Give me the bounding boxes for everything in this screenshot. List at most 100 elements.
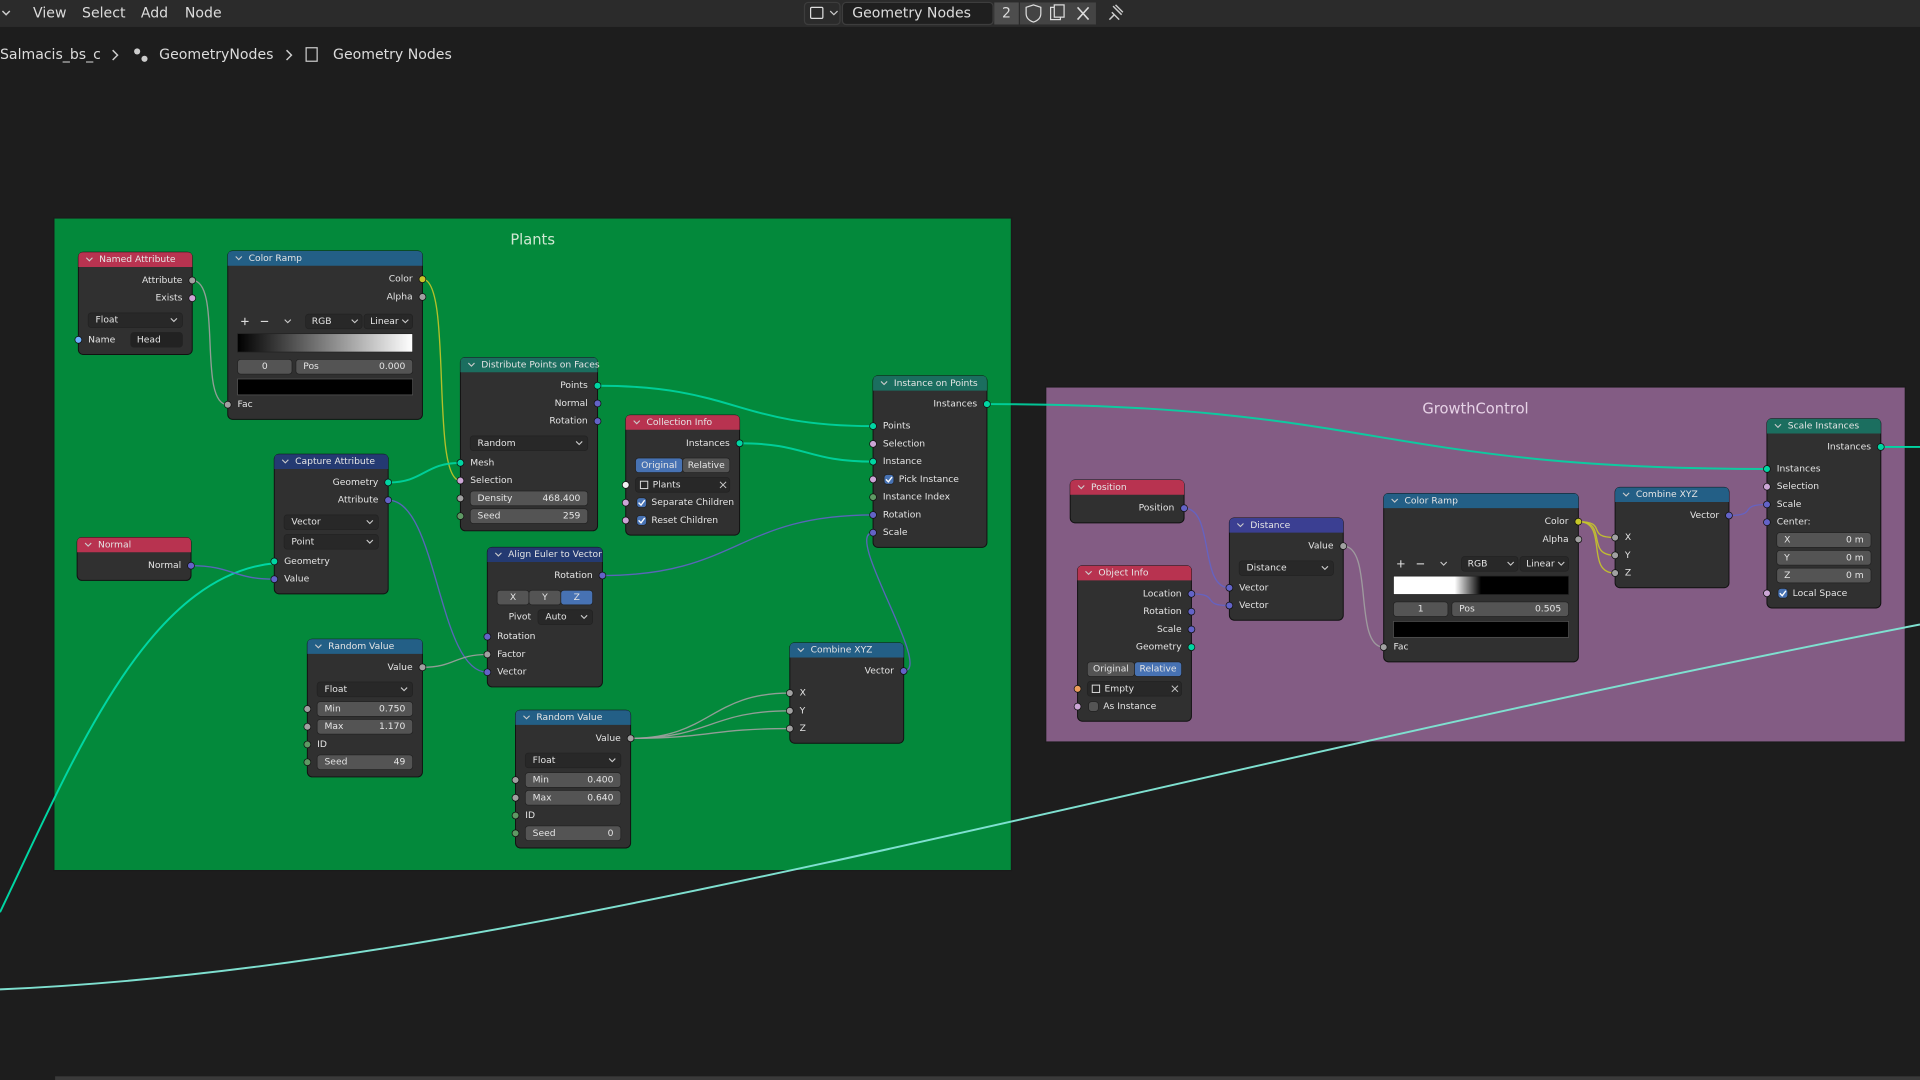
socket[interactable] — [384, 478, 392, 487]
socket[interactable] — [456, 494, 465, 503]
socket[interactable] — [483, 632, 492, 641]
socket[interactable] — [786, 707, 794, 715]
node-header[interactable] — [77, 537, 192, 553]
node-header[interactable] — [789, 642, 904, 658]
socket[interactable] — [456, 459, 465, 467]
node-header[interactable] — [515, 710, 631, 725]
socket[interactable] — [869, 440, 877, 448]
socket[interactable] — [188, 294, 197, 302]
socket[interactable] — [1574, 517, 1583, 526]
number-field[interactable] — [316, 754, 414, 770]
number-field[interactable] — [524, 825, 622, 841]
add-stop-icon[interactable] — [1397, 560, 1405, 568]
tree-name-field[interactable] — [841, 1, 994, 26]
dropdown[interactable] — [305, 313, 363, 330]
socket[interactable] — [270, 575, 279, 583]
menu-item[interactable]: Add — [141, 5, 168, 21]
node-header[interactable] — [487, 547, 603, 563]
socket[interactable] — [1073, 684, 1082, 693]
socket[interactable] — [188, 276, 197, 285]
socket[interactable] — [626, 734, 635, 743]
fake-user-icon[interactable] — [1025, 4, 1042, 23]
user-count-box[interactable] — [994, 2, 1019, 25]
number-field[interactable] — [469, 490, 589, 507]
socket[interactable] — [1187, 607, 1196, 616]
socket[interactable] — [1187, 625, 1196, 634]
dropdown[interactable] — [524, 752, 622, 769]
socket[interactable] — [483, 668, 492, 677]
socket[interactable] — [1339, 542, 1348, 550]
socket[interactable] — [1187, 590, 1196, 598]
socket[interactable] — [74, 336, 83, 344]
dropdown[interactable] — [283, 514, 379, 530]
socket[interactable] — [1225, 583, 1234, 592]
number-field[interactable] — [295, 359, 414, 375]
dropdown[interactable] — [283, 534, 379, 550]
dropdown[interactable] — [1461, 556, 1519, 572]
socket[interactable] — [511, 776, 520, 784]
node-header[interactable] — [1077, 565, 1192, 581]
axis-button[interactable] — [560, 589, 594, 606]
toggle-button[interactable] — [1134, 661, 1182, 677]
menu-item[interactable]: Select — [82, 5, 126, 21]
node-body[interactable] — [789, 642, 905, 744]
node-body[interactable] — [1614, 486, 1730, 589]
color-swatch[interactable] — [1393, 621, 1569, 638]
node-header[interactable] — [873, 375, 987, 391]
object-field[interactable] — [1086, 681, 1183, 697]
checkbox[interactable] — [636, 497, 647, 508]
number-field[interactable] — [524, 772, 622, 788]
socket[interactable] — [621, 498, 630, 507]
stop-index-field[interactable] — [237, 359, 293, 375]
socket[interactable] — [1611, 569, 1619, 577]
node-header[interactable] — [307, 639, 423, 654]
scrollbar[interactable] — [55, 1076, 1920, 1080]
socket[interactable] — [456, 512, 465, 520]
socket[interactable] — [1877, 443, 1885, 451]
socket[interactable] — [511, 793, 520, 802]
node-header[interactable] — [1615, 487, 1729, 503]
number-field[interactable] — [469, 508, 589, 524]
text-field[interactable] — [130, 332, 183, 348]
socket[interactable] — [869, 511, 877, 519]
breadcrumb[interactable]: Geometry Nodes — [333, 47, 452, 63]
socket[interactable] — [1187, 643, 1196, 651]
socket[interactable] — [621, 516, 630, 525]
dropdown[interactable] — [537, 609, 594, 625]
socket[interactable] — [1725, 511, 1733, 520]
breadcrumb[interactable]: GeometryNodes — [159, 47, 273, 63]
editor-menu-icon[interactable] — [1, 10, 11, 16]
number-field[interactable] — [316, 719, 414, 735]
node-header[interactable] — [78, 252, 193, 267]
socket[interactable] — [1574, 535, 1583, 544]
dropdown[interactable] — [469, 435, 589, 451]
number-field[interactable] — [1776, 532, 1872, 548]
socket[interactable] — [418, 663, 427, 672]
socket[interactable] — [418, 275, 427, 283]
menu-item[interactable]: View — [33, 5, 66, 21]
checkbox[interactable] — [1088, 701, 1099, 712]
socket[interactable] — [418, 293, 427, 301]
socket[interactable] — [270, 557, 279, 566]
socket[interactable] — [1073, 702, 1082, 711]
socket[interactable] — [621, 481, 630, 489]
socket[interactable] — [1763, 482, 1771, 491]
socket[interactable] — [869, 528, 877, 537]
node-header[interactable] — [1070, 480, 1185, 495]
socket[interactable] — [303, 722, 312, 731]
socket[interactable] — [869, 493, 877, 501]
socket[interactable] — [1225, 601, 1234, 610]
dropdown[interactable] — [316, 681, 414, 698]
socket[interactable] — [869, 457, 877, 466]
socket[interactable] — [1180, 504, 1188, 512]
number-field[interactable] — [1776, 567, 1872, 584]
node-header[interactable] — [1766, 418, 1881, 434]
socket[interactable] — [869, 422, 877, 430]
object-field[interactable] — [635, 477, 731, 493]
node-header[interactable] — [1383, 493, 1579, 509]
socket[interactable] — [593, 399, 602, 408]
socket[interactable] — [593, 381, 602, 390]
socket[interactable] — [303, 740, 312, 749]
clear-icon[interactable] — [719, 481, 727, 489]
dropdown[interactable] — [87, 312, 183, 328]
